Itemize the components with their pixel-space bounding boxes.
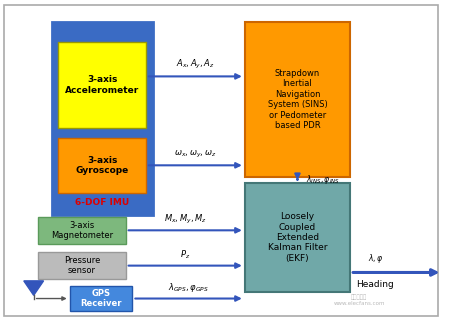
Text: GPS
Receiver: GPS Receiver <box>80 289 122 308</box>
FancyBboxPatch shape <box>52 22 153 215</box>
FancyBboxPatch shape <box>245 183 350 292</box>
Text: Heading: Heading <box>356 281 394 290</box>
Polygon shape <box>24 281 44 295</box>
FancyBboxPatch shape <box>70 286 132 311</box>
Text: $P_z$: $P_z$ <box>180 248 190 261</box>
Text: $\lambda, \varphi$: $\lambda, \varphi$ <box>368 252 384 265</box>
Text: $\omega_x, \omega_y, \omega_z$: $\omega_x, \omega_y, \omega_z$ <box>174 148 216 160</box>
FancyBboxPatch shape <box>38 217 126 244</box>
Text: $A_x, A_y, A_z$: $A_x, A_y, A_z$ <box>176 57 215 71</box>
Text: Loosely
Coupled
Extended
Kalman Filter
(EKF): Loosely Coupled Extended Kalman Filter (… <box>268 212 327 263</box>
Text: Pressure
sensor: Pressure sensor <box>64 256 100 275</box>
FancyBboxPatch shape <box>38 252 126 279</box>
Text: $\lambda_{INS}, \varphi_{INS}$: $\lambda_{INS}, \varphi_{INS}$ <box>307 173 340 186</box>
Text: $\lambda_{GPS}, \varphi_{GPS}$: $\lambda_{GPS}, \varphi_{GPS}$ <box>168 281 209 294</box>
FancyBboxPatch shape <box>58 138 146 193</box>
FancyBboxPatch shape <box>58 42 146 128</box>
FancyBboxPatch shape <box>4 5 438 316</box>
Text: 电子发烧友
www.elecfans.com: 电子发烧友 www.elecfans.com <box>334 294 385 306</box>
Text: 6-DOF IMU: 6-DOF IMU <box>75 198 129 207</box>
Text: Strapdown
Inertial
Navigation
System (SINS)
or Pedometer
based PDR: Strapdown Inertial Navigation System (SI… <box>268 69 327 130</box>
Text: 3-axis
Magnetometer: 3-axis Magnetometer <box>51 221 113 240</box>
Text: 3-axis
Gyroscope: 3-axis Gyroscope <box>75 156 129 175</box>
FancyBboxPatch shape <box>245 22 350 177</box>
Text: $M_x, M_y, M_z$: $M_x, M_y, M_z$ <box>164 213 207 225</box>
Text: 3-axis
Accelerometer: 3-axis Accelerometer <box>65 75 139 95</box>
